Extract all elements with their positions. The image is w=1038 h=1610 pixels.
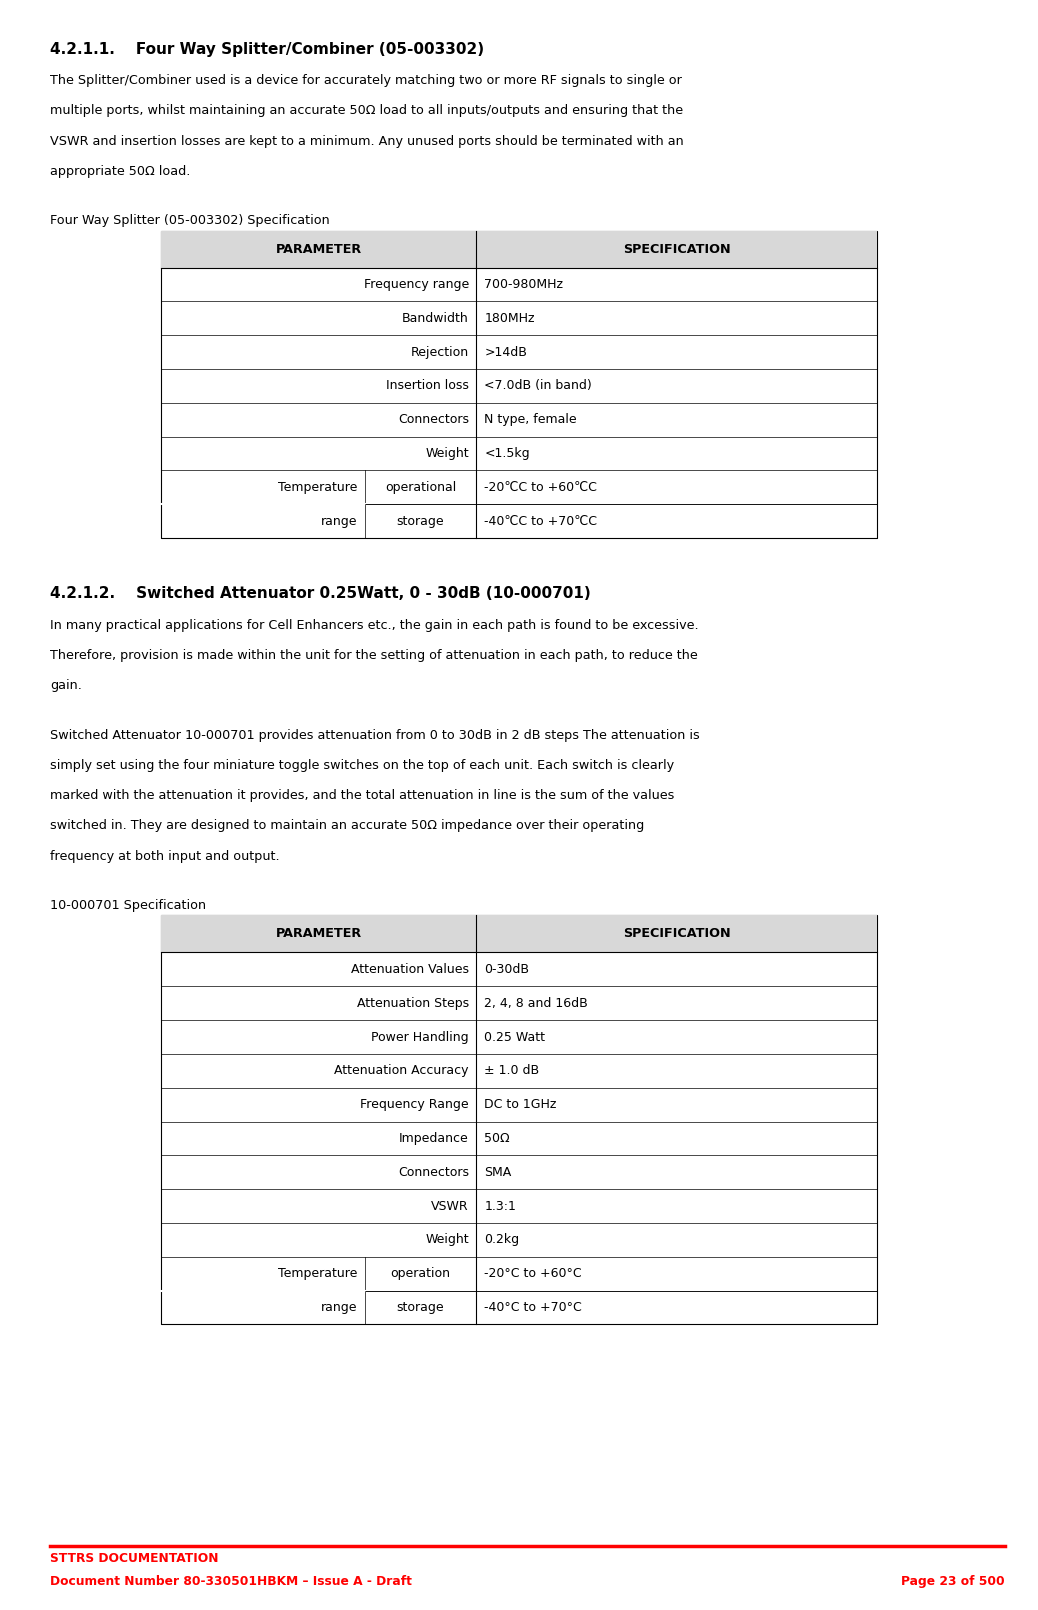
Text: SMA: SMA <box>485 1166 512 1179</box>
Bar <box>161 916 877 1325</box>
Bar <box>161 230 877 538</box>
Text: STTRS DOCUMENTATION: STTRS DOCUMENTATION <box>50 1552 218 1565</box>
Bar <box>161 916 877 953</box>
Text: gain.: gain. <box>50 679 82 692</box>
Text: Frequency Range: Frequency Range <box>360 1098 469 1111</box>
Text: -40°C to +70°C: -40°C to +70°C <box>485 1301 582 1314</box>
Text: Switched Attenuator 10-000701 provides attenuation from 0 to 30dB in 2 dB steps : Switched Attenuator 10-000701 provides a… <box>50 729 700 742</box>
Text: marked with the attenuation it provides, and the total attenuation in line is th: marked with the attenuation it provides,… <box>50 789 675 802</box>
Text: Weight: Weight <box>426 448 469 460</box>
Text: -20°C to +60°C: -20°C to +60°C <box>485 1267 582 1280</box>
Text: -20℃C to +60℃C: -20℃C to +60℃C <box>485 481 597 494</box>
Text: frequency at both input and output.: frequency at both input and output. <box>50 850 279 863</box>
Text: 700-980MHz: 700-980MHz <box>485 279 564 291</box>
Text: storage: storage <box>397 1301 444 1314</box>
Text: >14dB: >14dB <box>485 346 527 359</box>
Text: SPECIFICATION: SPECIFICATION <box>623 243 731 256</box>
Text: 180MHz: 180MHz <box>485 312 535 325</box>
Text: operational: operational <box>385 481 456 494</box>
Text: VSWR and insertion losses are kept to a minimum. Any unused ports should be term: VSWR and insertion losses are kept to a … <box>50 135 684 148</box>
Text: Weight: Weight <box>426 1233 469 1246</box>
Text: Temperature: Temperature <box>278 481 358 494</box>
Text: Rejection: Rejection <box>411 346 469 359</box>
Text: Attenuation Steps: Attenuation Steps <box>357 997 469 1009</box>
Text: -40℃C to +70℃C: -40℃C to +70℃C <box>485 515 597 528</box>
Text: simply set using the four miniature toggle switches on the top of each unit. Eac: simply set using the four miniature togg… <box>50 758 674 771</box>
Text: In many practical applications for Cell Enhancers etc., the gain in each path is: In many practical applications for Cell … <box>50 618 699 631</box>
Text: Impedance: Impedance <box>399 1132 469 1145</box>
Text: The Splitter/Combiner used is a device for accurately matching two or more RF si: The Splitter/Combiner used is a device f… <box>50 74 682 87</box>
Text: switched in. They are designed to maintain an accurate 50Ω impedance over their : switched in. They are designed to mainta… <box>50 819 644 832</box>
Text: range: range <box>321 515 358 528</box>
Text: Bandwidth: Bandwidth <box>402 312 469 325</box>
Text: range: range <box>321 1301 358 1314</box>
Text: <1.5kg: <1.5kg <box>485 448 530 460</box>
Text: N type, female: N type, female <box>485 414 577 427</box>
Text: Attenuation Accuracy: Attenuation Accuracy <box>334 1064 469 1077</box>
Text: Temperature: Temperature <box>278 1267 358 1280</box>
Text: 4.2.1.1.    Four Way Splitter/Combiner (05-003302): 4.2.1.1. Four Way Splitter/Combiner (05-… <box>50 42 484 56</box>
Text: 0.2kg: 0.2kg <box>485 1233 519 1246</box>
Text: <7.0dB (in band): <7.0dB (in band) <box>485 380 592 393</box>
Text: 4.2.1.2.    Switched Attenuator 0.25Watt, 0 - 30dB (10-000701): 4.2.1.2. Switched Attenuator 0.25Watt, 0… <box>50 586 591 602</box>
Text: Four Way Splitter (05-003302) Specification: Four Way Splitter (05-003302) Specificat… <box>50 214 330 227</box>
Text: PARAMETER: PARAMETER <box>275 243 361 256</box>
Text: 2, 4, 8 and 16dB: 2, 4, 8 and 16dB <box>485 997 589 1009</box>
Text: Frequency range: Frequency range <box>363 279 469 291</box>
Text: DC to 1GHz: DC to 1GHz <box>485 1098 556 1111</box>
Text: Attenuation Values: Attenuation Values <box>351 963 469 976</box>
Text: 1.3:1: 1.3:1 <box>485 1199 516 1212</box>
Text: Insertion loss: Insertion loss <box>386 380 469 393</box>
Text: Connectors: Connectors <box>398 1166 469 1179</box>
Text: appropriate 50Ω load.: appropriate 50Ω load. <box>50 164 190 177</box>
Text: Connectors: Connectors <box>398 414 469 427</box>
Text: operation: operation <box>390 1267 450 1280</box>
Bar <box>161 230 877 267</box>
Text: PARAMETER: PARAMETER <box>275 927 361 940</box>
Text: Therefore, provision is made within the unit for the setting of attenuation in e: Therefore, provision is made within the … <box>50 649 698 662</box>
Text: Document Number 80-330501HBKM – Issue A - Draft: Document Number 80-330501HBKM – Issue A … <box>50 1575 412 1587</box>
Text: 10-000701 Specification: 10-000701 Specification <box>50 900 206 913</box>
Text: Page 23 of 500: Page 23 of 500 <box>901 1575 1005 1587</box>
Text: VSWR: VSWR <box>431 1199 469 1212</box>
Text: 0-30dB: 0-30dB <box>485 963 529 976</box>
Text: ± 1.0 dB: ± 1.0 dB <box>485 1064 540 1077</box>
Text: SPECIFICATION: SPECIFICATION <box>623 927 731 940</box>
Text: 0.25 Watt: 0.25 Watt <box>485 1030 545 1043</box>
Text: storage: storage <box>397 515 444 528</box>
Text: Power Handling: Power Handling <box>372 1030 469 1043</box>
Text: 50Ω: 50Ω <box>485 1132 510 1145</box>
Text: multiple ports, whilst maintaining an accurate 50Ω load to all inputs/outputs an: multiple ports, whilst maintaining an ac… <box>50 105 683 118</box>
